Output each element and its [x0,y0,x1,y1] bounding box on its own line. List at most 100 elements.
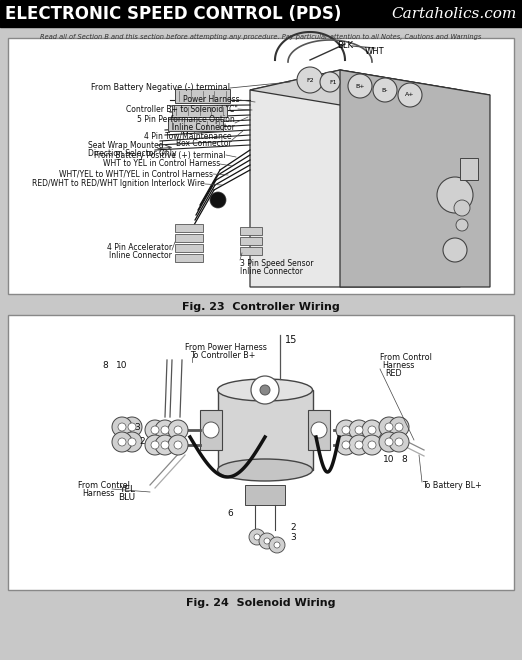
Circle shape [155,435,175,455]
Text: From Power Harness: From Power Harness [185,343,267,352]
Circle shape [311,422,327,438]
Text: 5 Pin Performance Option: 5 Pin Performance Option [137,114,235,123]
Circle shape [336,420,356,440]
Text: 3: 3 [290,533,296,541]
Text: B-: B- [382,88,388,92]
Circle shape [379,432,399,452]
Circle shape [145,435,165,455]
Text: Box Connector: Box Connector [176,139,232,148]
Circle shape [379,417,399,437]
Bar [172,105,227,117]
Text: YEL: YEL [119,486,135,494]
Ellipse shape [218,379,313,401]
Circle shape [128,423,136,431]
Text: 3 Pin Speed Sensor: 3 Pin Speed Sensor [240,259,314,269]
Text: Direction Selector Only: Direction Selector Only [88,148,176,158]
Text: Fig. 24  Solenoid Wiring: Fig. 24 Solenoid Wiring [186,598,336,608]
Text: Inline Connector: Inline Connector [172,123,235,131]
Circle shape [395,423,403,431]
Text: To Controller B+: To Controller B+ [190,352,255,360]
Circle shape [249,529,265,545]
Text: From Battery Positive (+) terminal: From Battery Positive (+) terminal [94,150,226,160]
Circle shape [362,435,382,455]
Circle shape [151,441,159,449]
Circle shape [161,426,169,434]
Circle shape [112,432,132,452]
Polygon shape [250,70,460,287]
Circle shape [122,432,142,452]
Text: 6: 6 [227,508,233,517]
Bar [175,224,203,232]
Text: To Battery BL+: To Battery BL+ [422,480,482,490]
Text: 4 Pin Accelerator: 4 Pin Accelerator [107,244,172,253]
Circle shape [297,67,323,93]
Circle shape [251,376,279,404]
Text: 3: 3 [134,422,140,432]
Bar [8,38,514,294]
Text: Inline Connector: Inline Connector [109,251,172,261]
Circle shape [355,426,363,434]
Bar [0,0,522,27]
Text: 2: 2 [139,438,145,447]
Circle shape [210,192,226,208]
Bar [8,315,514,590]
Circle shape [336,435,356,455]
Text: 10: 10 [383,455,395,465]
Circle shape [362,420,382,440]
Circle shape [174,426,182,434]
Circle shape [264,538,270,544]
Text: F1: F1 [329,79,337,84]
Circle shape [368,441,376,449]
Bar [168,119,223,131]
Text: Controller B+ to Solenoid "C": Controller B+ to Solenoid "C" [126,104,238,114]
Text: B+: B+ [355,84,365,88]
Text: Seat Wrap Mounted: Seat Wrap Mounted [88,141,163,150]
Text: 2: 2 [290,523,295,531]
Circle shape [145,420,165,440]
Text: From Control: From Control [380,352,432,362]
Text: BLU: BLU [118,494,135,502]
Circle shape [454,200,470,216]
Circle shape [128,438,136,446]
Text: Harness: Harness [382,360,414,370]
Text: ELECTRONIC SPEED CONTROL (PDS): ELECTRONIC SPEED CONTROL (PDS) [5,5,341,23]
Ellipse shape [218,459,313,481]
Circle shape [385,423,393,431]
Text: 8: 8 [102,360,108,370]
Circle shape [174,441,182,449]
Text: WHT/YEL to WHT/YEL in Control Harness: WHT/YEL to WHT/YEL in Control Harness [59,170,213,178]
Circle shape [385,438,393,446]
Polygon shape [340,70,490,287]
Circle shape [456,219,468,231]
Text: Cartaholics.com: Cartaholics.com [392,7,517,21]
Circle shape [118,423,126,431]
Text: WHT: WHT [365,46,385,55]
Text: From Battery Negative (-) terminal: From Battery Negative (-) terminal [91,84,230,92]
Bar [240,227,262,235]
Bar [175,89,230,103]
Circle shape [389,417,409,437]
Circle shape [151,426,159,434]
Circle shape [355,441,363,449]
Circle shape [168,435,188,455]
Circle shape [274,542,280,548]
Bar [240,247,262,255]
Circle shape [373,78,397,102]
Text: 8: 8 [401,455,407,465]
Circle shape [269,537,285,553]
Circle shape [118,438,126,446]
Bar [460,158,478,180]
Bar [200,410,222,450]
Text: Inline Connector: Inline Connector [240,267,303,277]
Text: Read all of Section B and this section before attempting any procedure. Pay part: Read all of Section B and this section b… [40,34,482,40]
Bar [308,410,330,450]
Text: WHT to YEL in Control Harness: WHT to YEL in Control Harness [103,160,220,168]
Circle shape [348,74,372,98]
Circle shape [155,420,175,440]
Circle shape [395,438,403,446]
Circle shape [349,420,369,440]
Circle shape [342,441,350,449]
Text: BLK: BLK [337,42,353,51]
Text: RED/WHT to RED/WHT Ignition Interlock Wire: RED/WHT to RED/WHT Ignition Interlock Wi… [32,180,205,189]
Text: Power Harness: Power Harness [183,96,240,104]
